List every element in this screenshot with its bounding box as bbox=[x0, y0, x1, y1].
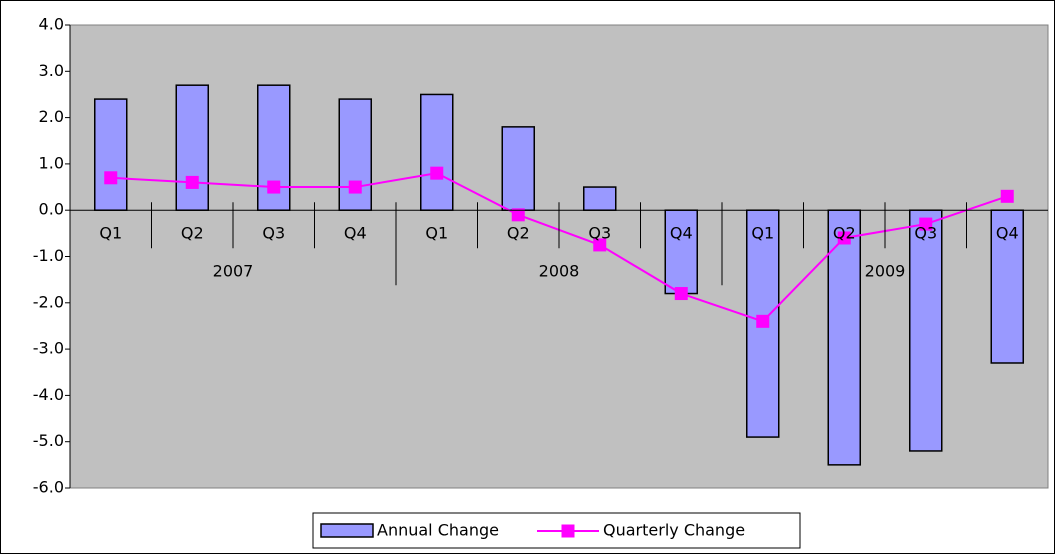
marker bbox=[1000, 189, 1014, 203]
marker bbox=[837, 231, 851, 245]
bar bbox=[94, 98, 128, 211]
x-tick-label: Q2 bbox=[507, 224, 530, 243]
y-tick-label: 4.0 bbox=[39, 15, 64, 34]
x-tick-label: Q4 bbox=[996, 224, 1019, 243]
legend-marker bbox=[561, 524, 575, 538]
x-group-label: 2007 bbox=[213, 262, 254, 281]
x-tick-label: Q1 bbox=[751, 224, 774, 243]
bar bbox=[909, 209, 943, 452]
bar bbox=[827, 209, 861, 466]
y-tick-label: -6.0 bbox=[33, 478, 64, 497]
bar bbox=[990, 209, 1024, 364]
x-tick-label: Q2 bbox=[181, 224, 204, 243]
y-tick-label: 3.0 bbox=[39, 61, 64, 80]
y-tick-label: -4.0 bbox=[33, 385, 64, 404]
legend-label: Quarterly Change bbox=[603, 521, 745, 540]
x-tick-label: Q4 bbox=[670, 224, 693, 243]
bar bbox=[501, 126, 535, 211]
bar bbox=[175, 84, 209, 211]
x-group-label: 2008 bbox=[539, 262, 580, 281]
y-tick-label: 2.0 bbox=[39, 107, 64, 126]
marker bbox=[674, 287, 688, 301]
x-tick-label: Q1 bbox=[425, 224, 448, 243]
y-tick-label: -1.0 bbox=[33, 246, 64, 265]
x-tick-label: Q2 bbox=[833, 224, 856, 243]
y-tick-label: 1.0 bbox=[39, 153, 64, 172]
y-tick-label: -5.0 bbox=[33, 431, 64, 450]
legend-label: Annual Change bbox=[377, 521, 499, 540]
marker bbox=[511, 208, 525, 222]
legend-swatch bbox=[320, 523, 374, 538]
marker bbox=[430, 166, 444, 180]
x-tick-label: Q3 bbox=[262, 224, 285, 243]
marker bbox=[104, 171, 118, 185]
marker bbox=[593, 238, 607, 252]
y-tick-label: -3.0 bbox=[33, 339, 64, 358]
y-tick-label: 0.0 bbox=[39, 200, 64, 219]
marker bbox=[185, 175, 199, 189]
x-group-label: 2009 bbox=[865, 262, 906, 281]
bar bbox=[664, 209, 698, 295]
marker bbox=[348, 180, 362, 194]
marker bbox=[756, 314, 770, 328]
x-tick-label: Q3 bbox=[914, 224, 937, 243]
bar bbox=[583, 186, 617, 211]
x-tick-label: Q4 bbox=[344, 224, 367, 243]
x-tick-label: Q3 bbox=[588, 224, 611, 243]
y-tick-label: -2.0 bbox=[33, 292, 64, 311]
marker bbox=[919, 217, 933, 231]
plot-area bbox=[69, 24, 1049, 489]
marker bbox=[267, 180, 281, 194]
bar bbox=[420, 93, 454, 211]
x-tick-label: Q1 bbox=[99, 224, 122, 243]
